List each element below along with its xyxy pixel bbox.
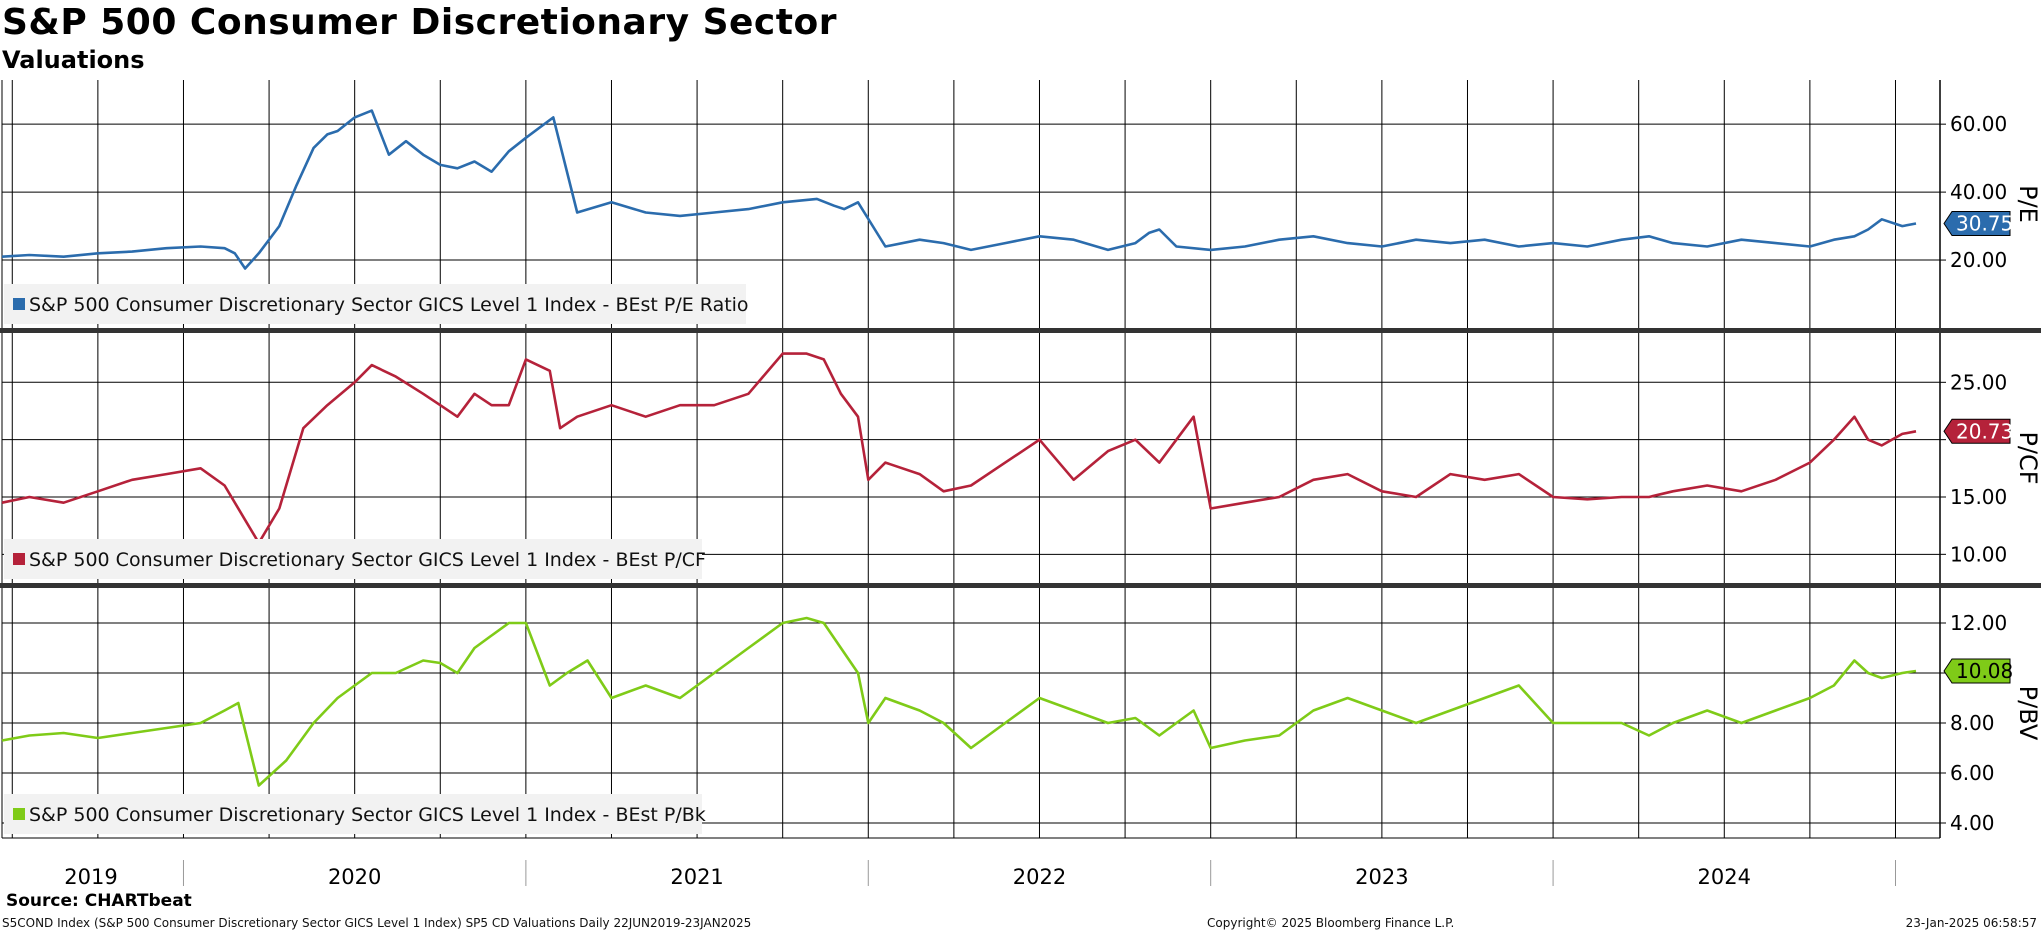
last-value-badge-pbv xyxy=(1943,658,2011,684)
legend-box xyxy=(4,539,702,579)
x-year-label: 2023 xyxy=(1355,865,1408,889)
y-tick-label: 60.00 xyxy=(1950,112,2007,136)
chart-title: S&P 500 Consumer Discretionary Sector xyxy=(2,2,837,43)
x-year-label: 2024 xyxy=(1698,865,1751,889)
footer-index-info: S5COND Index (S&P 500 Consumer Discretio… xyxy=(2,916,752,930)
y-tick-label: 6.00 xyxy=(1950,761,1995,785)
x-year-label: 2020 xyxy=(328,865,381,889)
last-value-label: 20.73 xyxy=(1956,419,2013,443)
legend-box xyxy=(4,284,746,324)
y-tick-label: 15.00 xyxy=(1950,485,2007,509)
footer-copyright: Copyright© 2025 Bloomberg Finance L.P. xyxy=(1207,916,1455,930)
y-tick-label: 25.00 xyxy=(1950,370,2007,394)
legend-label-pbv: S&P 500 Consumer Discretionary Sector GI… xyxy=(29,804,706,826)
y-axis-title-pbv: P/BV xyxy=(2014,686,2041,741)
last-value-label: 10.08 xyxy=(1956,659,2013,683)
chart-subtitle: Valuations xyxy=(2,46,145,74)
legend-swatch xyxy=(13,553,25,565)
last-value-badge-pe xyxy=(1943,211,2011,237)
panel-pbv: 4.00 6.00 8.00 12.00 10.08P/BV S&P 500 Consum… xyxy=(1,588,2041,838)
legend-swatch xyxy=(13,808,25,820)
legend-label-pe: S&P 500 Consumer Discretionary Sector GI… xyxy=(29,294,749,316)
panel-pcf: 10.00 15.00 25.00 20.73P/CF S&P 500 Consumer… xyxy=(1,333,2041,583)
series-line-pe xyxy=(1,109,1917,270)
legend-box xyxy=(4,794,702,834)
x-year-label: 2019 xyxy=(64,865,117,889)
series-line-pcf xyxy=(1,352,1917,545)
y-tick-label: 4.00 xyxy=(1950,811,1995,835)
y-axis-title-pcf: P/CF xyxy=(2014,431,2041,484)
x-year-label: 2021 xyxy=(670,865,723,889)
last-value-badge-pcf xyxy=(1943,418,2011,444)
legend-label-pcf: S&P 500 Consumer Discretionary Sector GI… xyxy=(29,549,706,571)
footer-timestamp: 23-Jan-2025 06:58:57 xyxy=(1905,916,2037,930)
y-axis-title-pe: P/E xyxy=(2014,185,2041,223)
legend-swatch xyxy=(13,298,25,310)
y-tick-label: 8.00 xyxy=(1950,711,1995,735)
y-tick-label: 20.00 xyxy=(1950,248,2007,272)
y-tick-label: 40.00 xyxy=(1950,180,2007,204)
y-tick-label: 10.00 xyxy=(1950,542,2007,566)
series-line-pbv xyxy=(1,616,1917,787)
last-value-label: 30.75 xyxy=(1956,212,2013,236)
x-year-label: 2022 xyxy=(1013,865,1066,889)
panel-separator xyxy=(0,328,2041,333)
panel-pe: 20.00 40.00 60.00 30.75P/E S&P 500 Consumer … xyxy=(1,80,2041,328)
source-label: Source: CHARTbeat xyxy=(6,891,192,911)
panel-separator xyxy=(0,583,2041,588)
y-tick-label: 12.00 xyxy=(1950,611,2007,635)
